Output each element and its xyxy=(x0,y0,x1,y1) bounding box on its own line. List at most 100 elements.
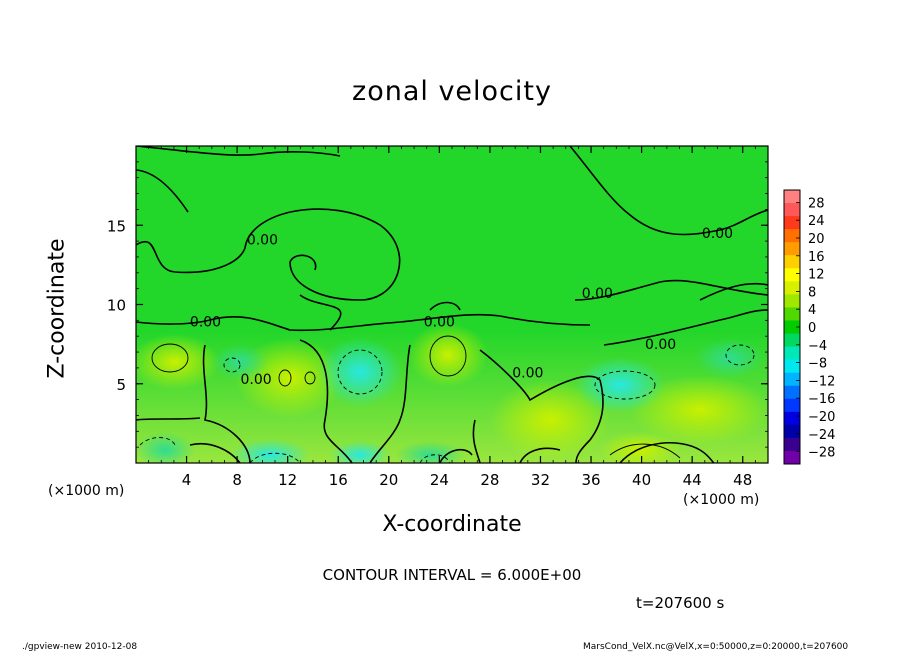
neg-contour-1 xyxy=(337,349,383,395)
x-tick-label: 16 xyxy=(329,471,348,489)
contour-label: 0.00 xyxy=(582,286,613,302)
colorbar-tick-label: 16 xyxy=(808,250,825,265)
x-tick-label: 20 xyxy=(379,471,398,489)
colorbar-swatch xyxy=(784,242,800,256)
contour-line-19 xyxy=(699,282,768,301)
x-tick-label: 44 xyxy=(683,471,702,489)
contour-line-16 xyxy=(619,441,715,463)
contour-ellipse-4 xyxy=(304,371,316,385)
contour-line-11 xyxy=(369,344,411,463)
colorbar-tick-label: 24 xyxy=(808,214,825,229)
neg-contour-3 xyxy=(223,357,241,373)
x-axis-ticks: 4 8 12 16 20 24 28 32 36 40 44 48 xyxy=(135,146,769,489)
contour-ellipse-2 xyxy=(429,335,467,377)
colorbar-tick-label: 20 xyxy=(808,232,825,247)
contour-label-layer: 0.00 0.00 0.00 0.00 0.00 0.00 0.00 0.00 xyxy=(190,226,733,388)
x-axis-label: X-coordinate xyxy=(382,512,522,537)
x-tick-label: 48 xyxy=(733,471,752,489)
contour-line-14 xyxy=(575,379,604,463)
chart-title: zonal velocity xyxy=(352,76,552,107)
x-tick-label: 36 xyxy=(581,471,600,489)
blob-teal-3 xyxy=(695,338,765,378)
colorbar-tick-label: −8 xyxy=(808,357,827,372)
contour-line-7 xyxy=(603,309,768,346)
contour-lines xyxy=(136,146,768,463)
colorbar-tick-label: 28 xyxy=(808,196,825,211)
contour-line-12 xyxy=(479,349,601,402)
x-unit-label-left: (×1000 m) xyxy=(48,483,125,499)
colorbar-swatch xyxy=(784,359,800,374)
colorbar-tick-label: −16 xyxy=(808,392,835,407)
contour-label: 0.00 xyxy=(190,315,221,331)
y-tick-label: 5 xyxy=(116,376,126,394)
contour-line-20 xyxy=(429,301,461,311)
colorbar-tick-label: −12 xyxy=(808,374,835,389)
colorbar-swatch xyxy=(784,372,800,387)
blob-teal-2 xyxy=(212,344,268,380)
contour-line-10 xyxy=(299,339,353,463)
contour-line-2 xyxy=(136,208,401,301)
contour-line-18 xyxy=(439,448,473,463)
neg-contour-2 xyxy=(594,370,656,400)
contour-ellipse-3 xyxy=(278,369,292,387)
colorbar-swatch xyxy=(784,268,800,282)
colorbar-swatch xyxy=(784,385,800,400)
colorbar-swatch xyxy=(784,333,800,348)
colorbar-swatch xyxy=(784,229,800,243)
colorbar-swatch xyxy=(784,216,800,230)
blob-cyan-1 xyxy=(318,337,402,407)
contour-line-6 xyxy=(574,279,768,301)
neg-contour-5 xyxy=(139,437,176,446)
blob-yellow-6 xyxy=(600,432,680,463)
colorbar-swatch xyxy=(784,281,800,295)
contour-label: 0.00 xyxy=(702,226,733,242)
footer-left: ./gpview-new 2010-12-08 xyxy=(22,642,138,652)
colorbar-swatch xyxy=(784,294,800,308)
contour-interval-label: CONTOUR INTERVAL = 6.000E+00 xyxy=(322,566,582,584)
blob-cyan-2 xyxy=(575,357,665,413)
x-tick-label: 8 xyxy=(232,471,242,489)
colorbar-swatch xyxy=(784,203,800,217)
blob-yellow-2 xyxy=(408,323,488,387)
y-axis-ticks: 5 10 15 xyxy=(107,145,768,464)
contour-line-21 xyxy=(136,146,341,157)
blob-yellow-1 xyxy=(136,334,220,390)
colorbar-tick-label: 0 xyxy=(808,321,816,336)
contour-lines-negative xyxy=(139,344,755,463)
contour-label: 0.00 xyxy=(512,365,543,381)
colorbar-tick-label: 4 xyxy=(808,303,816,318)
contour-line-fine-1 xyxy=(609,443,681,459)
x-tick-label: 28 xyxy=(480,471,499,489)
neg-contour-6 xyxy=(249,452,301,463)
colorbar-tick-label: 8 xyxy=(808,285,816,300)
colorbar-swatch xyxy=(784,255,800,269)
blob-cyan-3 xyxy=(230,439,310,463)
blob-cyan-4 xyxy=(330,441,390,463)
time-label: t=207600 s xyxy=(636,594,725,612)
contour-ellipse-1 xyxy=(151,343,189,373)
x-tick-label: 4 xyxy=(182,471,192,489)
colorbar-tick-label: −24 xyxy=(808,428,835,443)
colorbar-tick-label: 12 xyxy=(808,268,825,283)
contour-line-1 xyxy=(136,169,189,213)
blob-teal-4 xyxy=(395,441,465,463)
y-tick-label: 15 xyxy=(107,217,126,235)
colorbar: 28 24 20 16 12 8 4 0 −4 −8 −12 −16 −20 −24 −28 xyxy=(783,189,835,465)
x-tick-label: 12 xyxy=(278,471,297,489)
contour-label: 0.00 xyxy=(424,315,455,331)
contour-line-8 xyxy=(202,344,251,463)
x-tick-label: 32 xyxy=(531,471,550,489)
x-tick-label: 24 xyxy=(430,471,449,489)
colorbar-swatch xyxy=(784,424,800,439)
colorbar-swatch xyxy=(784,411,800,426)
colorbar-swatch xyxy=(784,307,800,321)
contour-lines-fine xyxy=(151,335,681,459)
y-tick-label: 10 xyxy=(107,297,126,315)
heatmap-field xyxy=(136,146,768,463)
colorbar-swatch xyxy=(784,450,800,465)
colorbar-tick-label: −4 xyxy=(808,339,827,354)
colorbar-swatch xyxy=(784,398,800,413)
colorbar-swatch xyxy=(784,190,800,204)
colorbar-tick-label: −20 xyxy=(808,410,835,425)
